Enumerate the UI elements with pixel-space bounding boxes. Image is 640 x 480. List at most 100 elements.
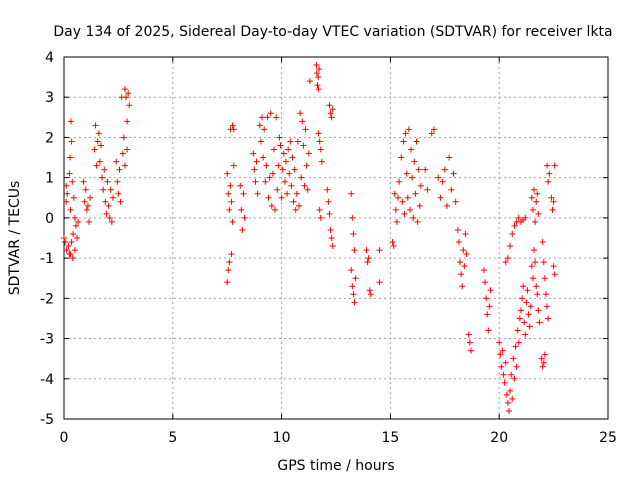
data-point (317, 214, 324, 221)
data-point (71, 247, 78, 254)
data-point (82, 186, 89, 193)
data-point (294, 138, 301, 145)
data-point (416, 202, 423, 209)
y-tick-label: 3 (45, 90, 54, 106)
data-point (540, 359, 547, 366)
data-point (365, 255, 372, 262)
data-point (408, 146, 415, 153)
data-point (124, 118, 131, 125)
data-point (123, 94, 130, 101)
data-point (69, 255, 76, 262)
data-point (528, 263, 535, 270)
data-point (376, 279, 383, 286)
data-point (409, 174, 416, 181)
data-point (124, 146, 131, 153)
data-point (229, 218, 236, 225)
data-point (105, 202, 112, 209)
data-point (278, 194, 285, 201)
data-point (126, 102, 133, 109)
data-point (349, 283, 356, 290)
data-point (466, 339, 473, 346)
data-point (545, 315, 552, 322)
data-point (250, 150, 257, 157)
y-tick-label: 2 (45, 130, 54, 146)
data-point (270, 146, 277, 153)
data-point (546, 170, 553, 177)
data-point (534, 291, 541, 298)
data-point (529, 206, 536, 213)
data-point (230, 126, 237, 133)
data-point (262, 178, 269, 185)
data-point (521, 319, 528, 326)
data-point (533, 283, 540, 290)
data-point (96, 158, 103, 165)
data-point (400, 138, 407, 145)
data-point (515, 339, 522, 346)
data-point (63, 182, 70, 189)
data-point (86, 218, 93, 225)
data-point (514, 327, 521, 334)
data-point (68, 239, 75, 246)
data-point (230, 162, 237, 169)
data-point (439, 178, 446, 185)
data-point (227, 182, 234, 189)
x-tick-label: 20 (490, 430, 508, 446)
data-point (264, 114, 271, 121)
data-point (114, 178, 121, 185)
data-point (457, 259, 464, 266)
data-point (84, 202, 91, 209)
data-point (550, 263, 557, 270)
data-point (437, 194, 444, 201)
data-point (290, 198, 297, 205)
data-point (267, 110, 274, 117)
data-point (277, 142, 284, 149)
data-point (287, 138, 294, 145)
data-point (293, 190, 300, 197)
data-point (102, 198, 109, 205)
data-point (273, 114, 280, 121)
data-point (364, 259, 371, 266)
data-point (326, 102, 333, 109)
data-point (551, 162, 558, 169)
data-point (94, 138, 101, 145)
data-point (448, 186, 455, 193)
data-point (515, 214, 522, 221)
data-point (328, 235, 335, 241)
data-point (486, 303, 493, 310)
data-point (523, 299, 530, 306)
data-point (125, 90, 132, 97)
data-point (405, 126, 412, 133)
data-point (99, 174, 106, 181)
data-point (441, 166, 448, 173)
data-point (316, 138, 323, 145)
data-point (392, 206, 399, 213)
data-point (251, 166, 258, 173)
data-point (261, 126, 268, 133)
data-point (299, 118, 306, 125)
data-point (480, 267, 487, 274)
data-point (103, 210, 110, 217)
data-point (545, 178, 552, 185)
data-layer (61, 62, 558, 414)
data-point (279, 166, 286, 173)
data-point (460, 247, 467, 254)
data-point (533, 198, 540, 205)
data-point (391, 190, 398, 197)
data-point (81, 198, 88, 205)
data-point (228, 198, 235, 205)
data-point (80, 178, 87, 185)
data-point (67, 206, 74, 213)
data-point (226, 259, 233, 266)
data-point (67, 154, 74, 161)
data-point (256, 122, 263, 129)
data-point (327, 110, 334, 117)
data-point (516, 315, 523, 322)
data-point (502, 359, 509, 366)
data-point (69, 178, 76, 185)
data-point (412, 190, 419, 197)
data-point (238, 206, 245, 213)
y-tick-label: 4 (45, 50, 54, 66)
data-point (107, 186, 114, 193)
data-point (484, 311, 491, 318)
data-point (401, 210, 408, 217)
